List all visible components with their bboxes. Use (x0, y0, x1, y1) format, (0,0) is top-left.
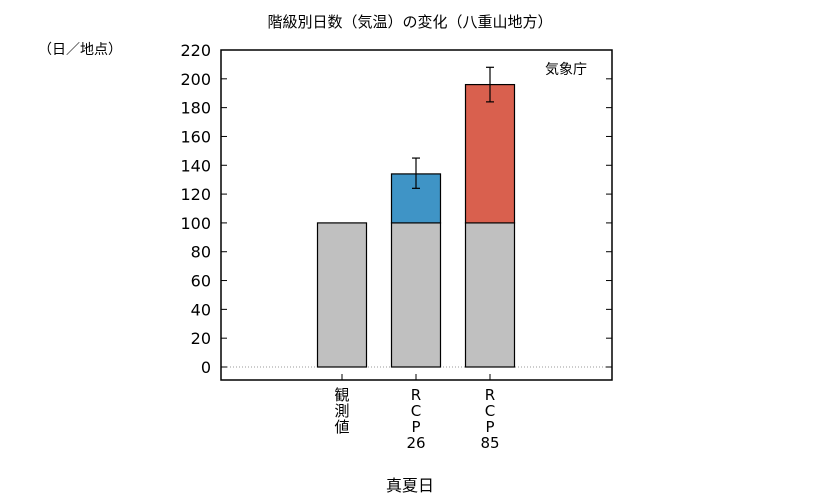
y-tick-label: 100 (180, 214, 211, 233)
x-tick-label: 測 (334, 402, 349, 420)
bars (316, 66, 516, 368)
plot-frame (220, 49, 613, 381)
y-tick-label: 80 (191, 243, 211, 262)
x-tick-label: 値 (334, 418, 349, 436)
y-tick-label: 160 (180, 127, 211, 146)
y-axis-unit-label: （日／地点） (38, 42, 122, 58)
x-tick-label: R (411, 386, 421, 404)
bar-base (316, 222, 368, 368)
x-tick-label: C (485, 402, 495, 420)
x-axis-title: 真夏日 (386, 476, 434, 495)
source-label: 気象庁 (545, 62, 587, 78)
x-tick-label: P (411, 418, 420, 436)
y-tick-label: 120 (180, 185, 211, 204)
y-tick-label: 20 (191, 329, 211, 348)
x-tick-label: 観 (334, 386, 349, 404)
y-tick-label: 60 (191, 272, 211, 291)
y-tick-label: 140 (180, 156, 211, 175)
y-axis: 0 20 40 60 80 100 120 140 160 180 200 220 (180, 41, 612, 377)
y-tick-label: 40 (191, 300, 211, 319)
bar-base (464, 222, 516, 368)
bar-base (390, 222, 442, 368)
y-tick-label: 0 (201, 358, 211, 377)
x-tick-label: C (411, 402, 421, 420)
x-tick-label: P (485, 418, 494, 436)
x-tick-label: 26 (406, 434, 425, 452)
y-tick-label: 200 (180, 70, 211, 89)
x-tick-label: R (485, 386, 495, 404)
x-tick-label: 85 (480, 434, 499, 452)
y-tick-label: 220 (180, 41, 211, 60)
bar-increase (464, 83, 516, 224)
chart-title: 階級別日数（気温）の変化（八重山地方） (267, 13, 552, 31)
y-tick-label: 180 (180, 99, 211, 118)
